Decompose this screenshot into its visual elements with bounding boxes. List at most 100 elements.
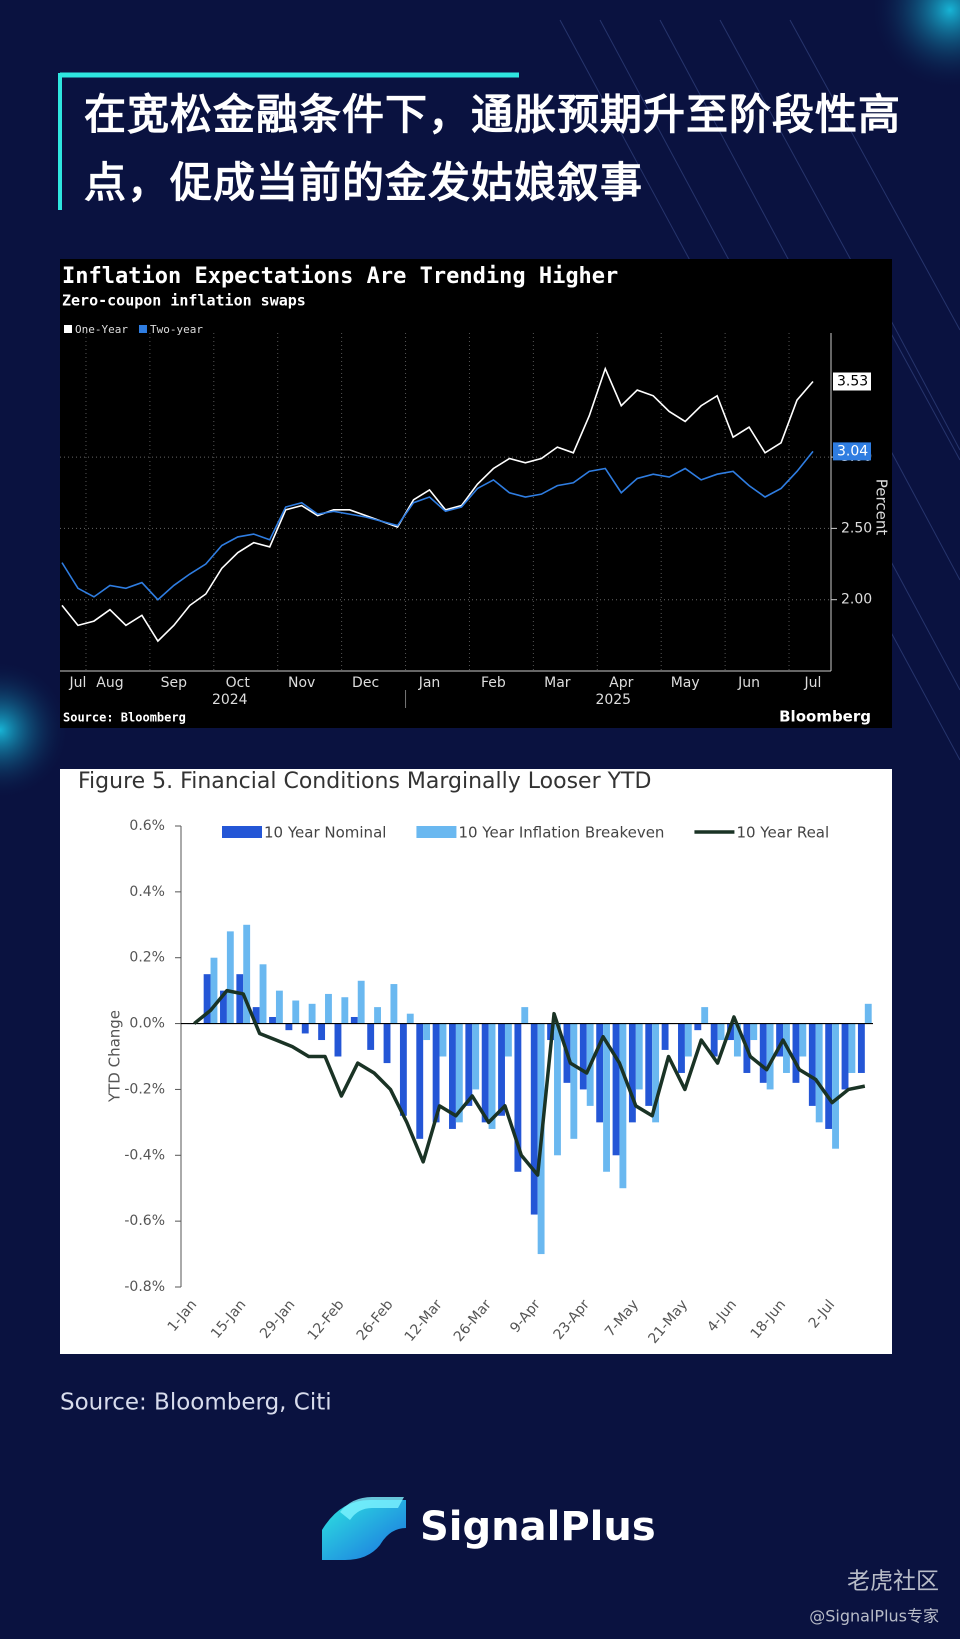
source: Source: Bloomberg, Citi xyxy=(60,1390,332,1416)
logo-icon xyxy=(322,1497,406,1560)
bar xyxy=(449,1023,456,1129)
bar xyxy=(792,1023,800,1083)
y-tick-label: -0.6% xyxy=(124,1213,165,1229)
bar xyxy=(226,931,234,1024)
bar xyxy=(383,1023,391,1064)
chart-panel xyxy=(60,259,892,728)
x-group-label: 2024 xyxy=(212,692,248,708)
bar xyxy=(619,1023,627,1189)
bar xyxy=(269,1016,276,1024)
bar xyxy=(285,1023,293,1031)
y-tick-label: 2.50 xyxy=(841,520,872,536)
headline: 在宽松金融条件下，通胀预期升至阶段性高点，促成当前的金发姑娘叙事 xyxy=(84,90,902,207)
bar xyxy=(318,1023,326,1041)
bar xyxy=(750,1023,758,1041)
series-line xyxy=(193,988,866,1177)
bar xyxy=(325,993,332,1024)
x-group-label: 2025 xyxy=(595,692,631,708)
glow xyxy=(0,660,70,800)
bar xyxy=(678,1023,685,1073)
bar xyxy=(759,1023,767,1083)
bar xyxy=(815,1023,823,1123)
x-tick-label: Jan xyxy=(418,675,441,691)
bar xyxy=(481,1023,489,1123)
x-tick-label: Aug xyxy=(96,675,123,691)
bar xyxy=(645,1023,653,1106)
bar xyxy=(203,974,211,1024)
bar xyxy=(406,1013,414,1024)
bar xyxy=(710,1023,718,1057)
chart-source: Source: Bloomberg xyxy=(63,711,186,725)
bar xyxy=(488,1023,496,1129)
bar xyxy=(864,1003,872,1024)
x-tick-label: Feb xyxy=(481,675,506,691)
y-tick-label: 0.2% xyxy=(129,950,165,966)
bar xyxy=(776,1023,784,1057)
bar xyxy=(259,964,267,1024)
x-tick-label: Mar xyxy=(544,675,571,691)
bar xyxy=(210,957,218,1024)
legend-swatch xyxy=(222,826,262,838)
y-tick-label: 0.0% xyxy=(129,1016,165,1032)
bar xyxy=(432,1023,440,1123)
y-axis-label: YTD Change xyxy=(106,1010,124,1103)
chart-title: Figure 5. Financial Conditions Marginall… xyxy=(78,769,651,794)
bar xyxy=(514,1023,522,1172)
bar xyxy=(416,1023,424,1139)
bar xyxy=(825,1023,833,1129)
chart-title: Inflation Expectations Are Trending High… xyxy=(62,264,618,289)
bar xyxy=(661,1023,669,1050)
bar xyxy=(341,997,349,1024)
series-line xyxy=(61,366,814,643)
bar xyxy=(694,1023,702,1031)
bar xyxy=(857,1023,865,1073)
bar xyxy=(357,980,365,1024)
x-tick-label: May xyxy=(671,675,700,691)
bar xyxy=(848,1023,856,1073)
bar xyxy=(367,1023,375,1050)
bar xyxy=(603,1023,610,1172)
bar xyxy=(308,1003,316,1024)
x-tick-label: Jul xyxy=(804,675,822,691)
y-tick-label: 0.4% xyxy=(129,884,165,900)
end-label: 3.04 xyxy=(837,443,868,459)
bar xyxy=(423,1023,431,1041)
bar xyxy=(832,1023,839,1149)
x-tick-label: Nov xyxy=(288,675,315,691)
bar xyxy=(292,1000,300,1024)
bar xyxy=(243,924,251,1024)
bar xyxy=(220,990,227,1024)
bar xyxy=(498,1023,505,1116)
x-tick-label: Dec xyxy=(352,675,379,691)
bar xyxy=(766,1023,774,1090)
bar xyxy=(652,1023,660,1123)
x-tick-label: Jul xyxy=(69,675,87,691)
y-tick-label: 2.00 xyxy=(841,592,872,608)
chart-subtitle: Zero-coupon inflation swaps xyxy=(62,292,306,310)
x-tick-label: Apr xyxy=(609,675,633,691)
legend-label: 10 Year Real xyxy=(736,824,829,842)
legend-label: 10 Year Inflation Breakeven xyxy=(458,824,664,842)
bar xyxy=(733,1023,741,1057)
series-line xyxy=(61,450,814,601)
bar xyxy=(455,1023,463,1123)
bar xyxy=(701,1007,709,1024)
bar xyxy=(465,1023,473,1106)
bar xyxy=(799,1023,807,1057)
bar xyxy=(554,1023,561,1156)
end-label-box xyxy=(833,372,871,391)
bar xyxy=(301,1023,309,1034)
y-tick-label: -0.8% xyxy=(124,1279,165,1295)
bar xyxy=(717,1023,725,1041)
bar xyxy=(521,1007,529,1024)
bar xyxy=(439,1023,447,1057)
bar xyxy=(612,1023,620,1156)
bar xyxy=(635,1023,643,1090)
chart-brand: Bloomberg xyxy=(779,708,871,726)
y-axis-label: Percent xyxy=(873,479,891,536)
legend-label: Two-year xyxy=(150,323,203,336)
bar xyxy=(808,1023,816,1106)
legend-swatch xyxy=(138,325,147,333)
